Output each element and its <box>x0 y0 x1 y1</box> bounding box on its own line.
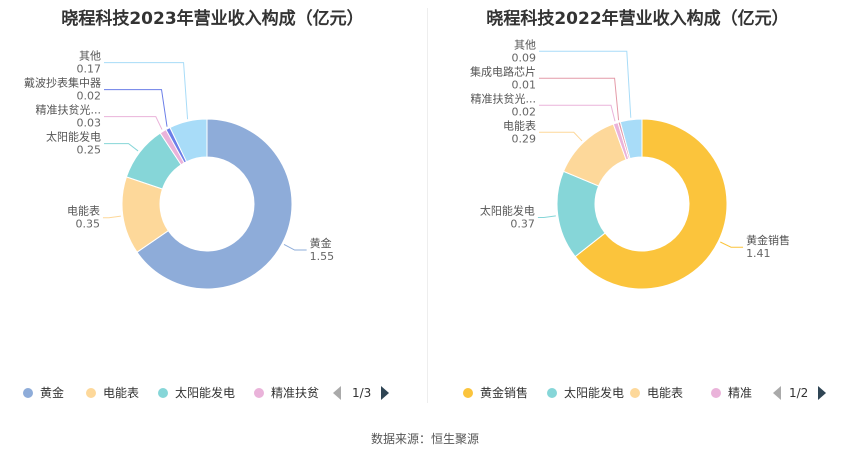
legend-item[interactable]: 太阳能发电 <box>564 385 624 400</box>
legend-page-indicator: 1/3 <box>352 386 371 400</box>
legend-marker <box>630 388 640 398</box>
data-source-note: 数据来源：恒生聚源 <box>370 432 479 446</box>
legend: 黄金 电能表 太阳能发电 精准扶贫 1/3 <box>23 385 389 400</box>
slice-label: 其他 <box>514 38 536 51</box>
leader-line <box>720 241 744 248</box>
panel-divider <box>427 8 428 403</box>
pie-slice <box>169 118 208 163</box>
leader-line <box>104 89 168 127</box>
legend-next-icon[interactable] <box>818 386 826 400</box>
legend-next-icon[interactable] <box>381 386 389 400</box>
slice-value: 0.01 <box>512 78 537 91</box>
legend-marker <box>547 388 557 398</box>
legend: 黄金销售 太阳能发电 电能表 精准 1/2 <box>463 385 826 400</box>
slice-label: 精准扶贫光... <box>471 91 537 105</box>
slice-value: 0.03 <box>77 117 102 130</box>
legend-marker <box>463 388 473 398</box>
donut-chart-2022: 黄金销售1.41太阳能发电0.37电能表0.29精准扶贫光...0.02集成电路… <box>463 38 826 400</box>
legend-marker <box>254 388 264 398</box>
legend-item[interactable]: 太阳能发电 <box>175 385 235 400</box>
legend-page-indicator: 1/2 <box>789 386 808 400</box>
slice-value: 0.35 <box>75 218 100 231</box>
chart-panel-2023: 晓程科技2023年营业收入构成（亿元） 黄金 1.55 电能表 0.35 太阳能发电 0.… <box>0 0 425 420</box>
slice-value: 0.02 <box>77 90 102 103</box>
slice-label: 其他 <box>79 50 101 63</box>
legend-item[interactable]: 黄金销售 <box>480 385 528 400</box>
slice-label: 黄金销售 <box>746 233 790 247</box>
slice-value: 0.37 <box>510 217 535 230</box>
leader-line <box>539 50 632 118</box>
slice-value: 0.17 <box>77 63 102 76</box>
legend-item[interactable]: 精准 <box>728 386 752 400</box>
leader-line <box>104 116 163 130</box>
leader-line <box>539 77 620 121</box>
slice-value: 1.55 <box>310 250 335 263</box>
slice-label: 精准扶贫光... <box>36 103 102 117</box>
slice-label: 戴波抄表集中器 <box>24 76 101 90</box>
chart-title: 晓程科技2022年营业收入构成（亿元） <box>486 9 789 29</box>
legend-marker <box>86 388 96 398</box>
legend-marker <box>23 388 33 398</box>
leader-line <box>539 104 616 122</box>
legend-marker <box>158 388 168 398</box>
slice-value: 0.25 <box>77 144 102 157</box>
slice-value: 0.29 <box>512 132 537 145</box>
legend-item[interactable]: 精准扶贫 <box>271 385 319 400</box>
legend-item[interactable]: 电能表 <box>103 386 139 400</box>
pie-slice <box>136 118 293 290</box>
legend-prev-icon[interactable] <box>773 386 781 400</box>
slice-label: 太阳能发电 <box>480 203 535 217</box>
leader-line <box>104 143 139 152</box>
leader-line <box>104 62 189 120</box>
legend-marker <box>711 388 721 398</box>
chart-panel-2022: 晓程科技2022年营业收入构成（亿元） 黄金销售 1.41 太阳能发电 0.37 电能表… <box>425 0 850 420</box>
legend-prev-icon[interactable] <box>333 386 341 400</box>
pie-slice <box>619 118 643 160</box>
slice-value: 1.41 <box>746 247 771 260</box>
pie-slice <box>574 118 728 290</box>
leader-line <box>539 131 583 142</box>
leader-line <box>537 215 556 218</box>
slice-label: 黄金 <box>310 236 332 250</box>
slice-value: 0.02 <box>512 105 537 118</box>
slice-label: 集成电路芯片 <box>470 64 536 78</box>
legend-item[interactable]: 电能表 <box>647 386 683 400</box>
slice-label: 太阳能发电 <box>46 130 101 144</box>
leader-line <box>102 215 121 219</box>
legend-item[interactable]: 黄金 <box>40 385 64 400</box>
slice-value: 0.09 <box>512 51 537 64</box>
slice-label: 电能表 <box>67 204 100 218</box>
donut-chart-2023: 黄金1.55电能表0.35太阳能发电0.25精准扶贫光...0.03戴波抄表集中… <box>23 50 389 400</box>
leader-line <box>283 244 307 251</box>
slice-label: 电能表 <box>503 118 536 132</box>
chart-title: 晓程科技2023年营业收入构成（亿元） <box>61 9 364 29</box>
